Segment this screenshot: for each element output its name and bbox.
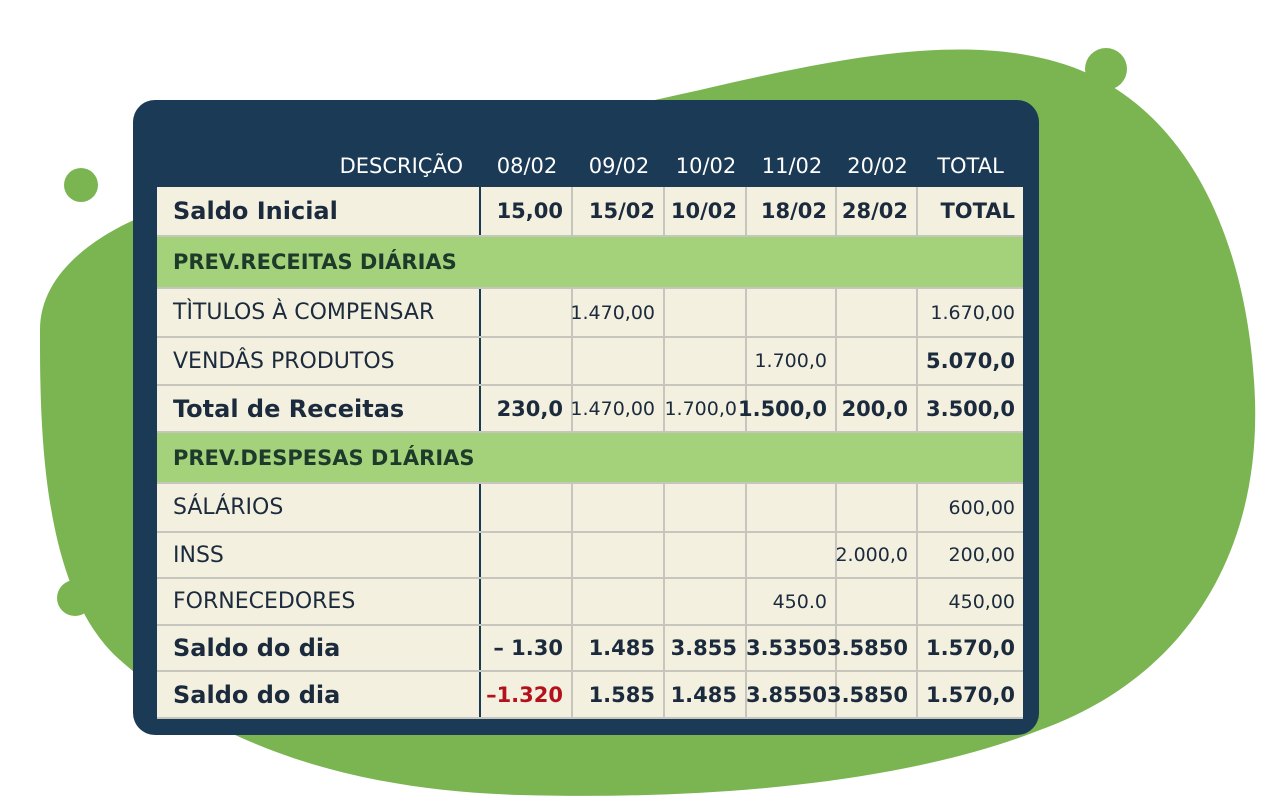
table-row: VENDÂS PRODUTOS 1.700,0 5.070,0 — [157, 338, 1023, 386]
value-cell: 3.5850 — [827, 672, 918, 717]
value-cell: 1.470,00 — [570, 289, 665, 336]
table-row: Saldo do dia –1.320 1.585 1.485 3.8550 3.5850… — [157, 672, 1023, 719]
decor-circle — [64, 168, 98, 202]
table-header: DESCRIÇÃO 08/02 09/02 10/02 11/02 20/02 TOTAL — [157, 145, 1023, 187]
value-cell: 3.8550 — [746, 672, 837, 717]
row-description: SÁLÁRIOS — [157, 484, 481, 531]
table-row: Total de Receitas 230,0 1.470,00 1.700,0 1.5… — [157, 386, 1023, 433]
value-cell: TOTAL — [940, 199, 1015, 223]
value-cell: 2.000,0 — [835, 533, 918, 577]
row-description: FORNECEDORES — [157, 579, 481, 624]
value-cell — [837, 338, 918, 384]
row-description: Saldo do dia — [157, 626, 481, 670]
value-cell — [665, 338, 747, 384]
section-row: PREV.RECEITAS DIÁRIAS — [157, 237, 1023, 289]
header-description: DESCRIÇÃO — [339, 154, 463, 178]
value-cell: 1.470,00 — [570, 386, 665, 431]
value-cell: 600,00 — [948, 496, 1015, 519]
row-description: Total de Receitas — [157, 386, 481, 431]
value-cell: 1.570,0 — [925, 682, 1015, 707]
value-cell: 200,00 — [948, 544, 1015, 566]
value-cell — [481, 579, 573, 624]
table-row: Saldo do dia – 1.30 1.485 3.855 3.5350 3.5850… — [157, 626, 1023, 672]
decor-circle — [57, 580, 93, 616]
value-cell — [837, 484, 918, 531]
value-cell — [481, 338, 573, 384]
table-row: Saldo Inicial 15,00 15/02 10/02 18/02 28/02 TO… — [157, 187, 1023, 237]
value-cell: 5.070,0 — [925, 349, 1015, 373]
header-col-5: 20/02 — [847, 154, 908, 178]
value-cell — [665, 579, 747, 624]
table-row: INSS 2.000,0 200,00 — [157, 533, 1023, 579]
value-cell: – 1.30 — [481, 626, 573, 670]
row-description: Saldo Inicial — [157, 187, 481, 235]
value-cell: 1.570,0 — [925, 636, 1015, 660]
value-cell — [573, 338, 665, 384]
value-cell: 1.585 — [573, 672, 665, 717]
value-cell: 3.855 — [665, 626, 747, 670]
value-cell — [747, 533, 837, 577]
value-cell: 15,00 — [481, 187, 573, 235]
row-description: Saldo do dia — [157, 672, 481, 717]
section-row: PREV.DESPESAS D1ÁRIAS — [157, 433, 1023, 484]
table-row: SÁLÁRIOS 600,00 — [157, 484, 1023, 533]
header-col-4: 11/02 — [761, 154, 823, 178]
value-cell: 230,0 — [481, 386, 573, 431]
row-description: VENDÂS PRODUTOS — [157, 338, 481, 384]
value-cell: 1.500,0 — [738, 386, 837, 431]
header-col-3: 10/02 — [675, 154, 737, 178]
value-cell: 3.5850 — [827, 626, 918, 670]
value-cell — [573, 579, 665, 624]
header-col-2: 09/02 — [588, 154, 650, 178]
value-cell: 18/02 — [747, 187, 837, 235]
value-cell: 1.700,0 — [747, 338, 837, 384]
value-cell — [837, 579, 918, 624]
value-cell — [665, 289, 747, 336]
header-col-6: TOTAL — [937, 154, 1004, 178]
value-cell — [573, 533, 665, 577]
section-label: PREV.DESPESAS D1ÁRIAS — [173, 445, 475, 470]
value-cell: –1.320 — [481, 672, 573, 717]
value-cell — [747, 289, 837, 336]
value-cell: 1.485 — [573, 626, 665, 670]
value-cell: 15/02 — [573, 187, 665, 235]
value-cell — [837, 289, 918, 336]
value-cell — [481, 484, 573, 531]
value-cell: 10/02 — [665, 187, 747, 235]
value-cell: 3.5350 — [746, 626, 837, 670]
value-cell: 1.670,00 — [930, 301, 1015, 324]
value-cell — [665, 533, 747, 577]
decor-circle — [1085, 48, 1127, 90]
value-cell — [573, 484, 665, 531]
row-description: TÌTULOS À COMPENSAR — [157, 289, 481, 336]
value-cell: 1.700,0 — [664, 386, 747, 431]
table-row: FORNECEDORES 450.0 450,00 — [157, 579, 1023, 626]
value-cell: 1.485 — [665, 672, 747, 717]
value-cell: 3.500,0 — [925, 396, 1015, 421]
cashflow-table: Saldo Inicial 15,00 15/02 10/02 18/02 28/02 TO… — [157, 187, 1023, 719]
row-description: INSS — [157, 533, 481, 577]
value-cell — [665, 484, 747, 531]
value-cell: 200,0 — [837, 386, 918, 431]
value-cell: 450.0 — [747, 579, 837, 624]
value-cell — [481, 289, 573, 336]
header-col-1: 08/02 — [496, 154, 558, 178]
value-cell: 450,00 — [948, 590, 1015, 613]
value-cell — [747, 484, 837, 531]
section-label: PREV.RECEITAS DIÁRIAS — [173, 250, 457, 274]
table-row: TÌTULOS À COMPENSAR 1.470,00 1.670,00 — [157, 289, 1023, 338]
value-cell: 28/02 — [837, 187, 918, 235]
value-cell — [481, 533, 573, 577]
